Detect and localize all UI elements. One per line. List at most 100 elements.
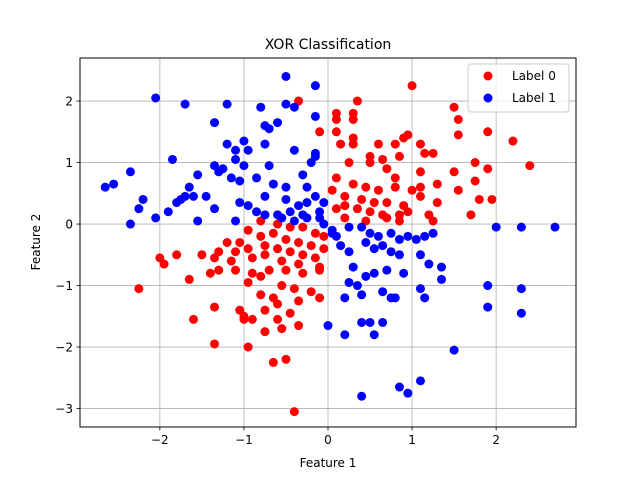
point-label-1 — [403, 388, 413, 398]
point-label-0 — [298, 250, 308, 260]
point-label-0 — [214, 265, 224, 275]
point-label-1 — [415, 376, 425, 386]
point-label-1 — [491, 222, 501, 232]
point-label-0 — [331, 173, 341, 183]
point-label-0 — [348, 139, 358, 149]
point-label-1 — [252, 173, 262, 183]
point-label-1 — [516, 284, 526, 294]
point-label-1 — [235, 198, 245, 208]
point-label-1 — [428, 228, 438, 238]
point-label-0 — [365, 207, 375, 217]
point-label-0 — [331, 115, 341, 124]
point-label-1 — [394, 250, 404, 260]
point-label-0 — [256, 290, 266, 300]
point-label-1 — [231, 145, 241, 155]
point-label-0 — [239, 314, 249, 324]
point-label-1 — [483, 281, 493, 291]
point-label-1 — [193, 216, 203, 226]
point-label-1 — [243, 145, 253, 155]
point-label-0 — [273, 299, 283, 309]
point-label-1 — [289, 145, 299, 155]
point-label-0 — [184, 274, 194, 284]
point-label-0 — [474, 194, 484, 204]
point-label-0 — [344, 158, 354, 168]
x-tick-label: −1 — [235, 433, 253, 447]
point-label-0 — [210, 253, 220, 263]
y-tick-label: −1 — [55, 279, 73, 293]
point-label-1 — [210, 204, 220, 214]
point-label-0 — [210, 302, 220, 312]
point-label-0 — [260, 305, 270, 315]
point-label-0 — [369, 198, 379, 208]
point-label-1 — [231, 154, 241, 164]
point-label-0 — [294, 238, 304, 247]
x-axis-label: Feature 1 — [300, 456, 357, 470]
point-label-0 — [508, 136, 518, 146]
point-label-1 — [369, 244, 379, 254]
point-label-0 — [226, 256, 236, 266]
point-label-1 — [369, 330, 379, 340]
point-label-0 — [277, 281, 287, 291]
point-label-1 — [378, 317, 388, 327]
point-label-0 — [268, 357, 278, 367]
point-label-0 — [453, 130, 463, 140]
point-label-0 — [340, 201, 350, 211]
point-label-0 — [222, 238, 232, 247]
point-label-1 — [231, 216, 241, 226]
point-label-0 — [298, 268, 308, 278]
point-label-0 — [340, 191, 350, 201]
point-label-1 — [357, 222, 367, 232]
point-label-0 — [483, 164, 493, 174]
x-tick-label: 1 — [408, 433, 416, 447]
point-label-0 — [289, 284, 299, 294]
point-label-1 — [310, 191, 320, 201]
point-label-0 — [294, 321, 304, 331]
point-label-1 — [550, 222, 560, 232]
point-label-1 — [302, 198, 312, 208]
point-label-0 — [319, 231, 329, 241]
point-label-0 — [281, 265, 291, 275]
point-label-0 — [281, 354, 291, 364]
point-label-1 — [222, 139, 232, 149]
point-label-0 — [315, 265, 325, 275]
point-label-1 — [344, 277, 354, 287]
point-label-1 — [302, 182, 312, 192]
point-label-1 — [125, 167, 135, 177]
point-label-1 — [201, 191, 211, 201]
y-tick-label: 1 — [65, 156, 73, 170]
point-label-0 — [348, 133, 358, 143]
point-label-0 — [428, 148, 438, 158]
point-label-0 — [415, 182, 425, 192]
point-label-1 — [357, 391, 367, 401]
point-label-1 — [277, 213, 287, 223]
point-label-0 — [361, 182, 371, 192]
point-label-0 — [382, 164, 392, 174]
legend-marker-label-0 — [483, 71, 493, 81]
point-label-0 — [327, 185, 337, 195]
point-label-0 — [407, 185, 417, 195]
point-label-0 — [277, 256, 287, 266]
point-label-1 — [336, 241, 346, 251]
point-label-1 — [365, 317, 375, 327]
point-label-1 — [298, 170, 308, 180]
point-label-0 — [525, 161, 535, 171]
point-label-0 — [394, 151, 404, 161]
series-label-0 — [134, 81, 535, 417]
point-label-0 — [134, 284, 144, 294]
y-tick-label: −3 — [55, 402, 73, 416]
point-label-0 — [415, 139, 425, 149]
point-label-0 — [428, 216, 438, 226]
point-label-1 — [365, 228, 375, 238]
point-label-1 — [319, 198, 329, 208]
point-label-1 — [352, 281, 362, 291]
point-label-0 — [336, 139, 346, 149]
point-label-0 — [210, 339, 220, 349]
y-tick-label: −2 — [55, 341, 73, 355]
point-label-0 — [315, 127, 325, 137]
point-label-0 — [340, 213, 350, 223]
point-label-0 — [483, 127, 493, 137]
point-label-1 — [327, 228, 337, 238]
point-label-1 — [264, 124, 274, 134]
point-label-1 — [281, 99, 291, 109]
point-label-0 — [231, 265, 241, 275]
